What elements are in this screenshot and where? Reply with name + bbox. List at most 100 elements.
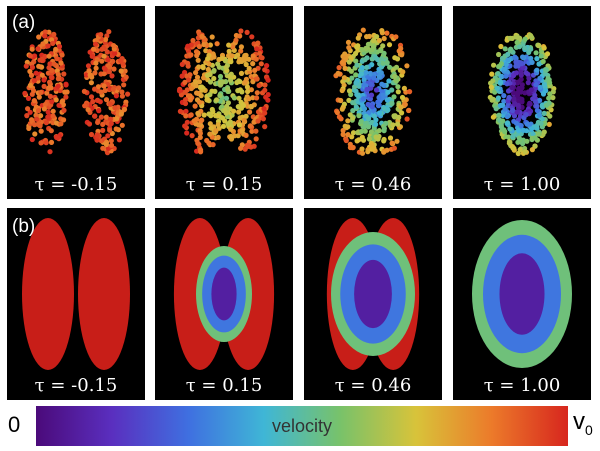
particle — [359, 65, 365, 71]
particle — [488, 84, 494, 90]
tau-label: τ = 0.15 — [185, 174, 263, 195]
particle — [364, 64, 370, 70]
particle — [182, 123, 188, 129]
particle — [197, 134, 203, 140]
particle — [547, 91, 553, 97]
particle — [505, 120, 511, 126]
particle — [204, 137, 210, 144]
particle — [536, 42, 542, 49]
particle — [88, 94, 95, 100]
particle — [386, 42, 393, 48]
particle — [106, 69, 112, 75]
particle — [93, 41, 99, 47]
particle — [40, 41, 46, 47]
particle — [58, 60, 64, 66]
continuum-plot — [22, 218, 130, 370]
particle — [339, 106, 345, 112]
particle — [363, 45, 369, 51]
particle — [514, 39, 520, 46]
particle — [387, 135, 394, 141]
particle — [361, 106, 368, 112]
particle — [237, 33, 243, 39]
particle — [262, 87, 268, 93]
particle — [393, 64, 400, 70]
particle — [237, 115, 243, 121]
particle — [38, 140, 44, 146]
particle — [220, 79, 226, 85]
particle — [220, 115, 226, 121]
particle — [92, 113, 98, 119]
particle — [353, 104, 359, 110]
particle — [353, 80, 359, 86]
particle — [262, 124, 268, 130]
particle — [215, 113, 221, 119]
particle — [56, 43, 63, 50]
particle — [532, 92, 538, 98]
particle — [404, 63, 410, 69]
particle — [502, 129, 508, 135]
particle — [341, 75, 347, 81]
particle — [119, 93, 125, 99]
particle — [262, 67, 268, 73]
particle — [265, 77, 271, 83]
particle — [177, 108, 183, 114]
particle — [543, 102, 549, 108]
particle — [83, 72, 90, 78]
particle — [254, 95, 260, 101]
particle — [338, 97, 344, 104]
particle — [31, 122, 38, 128]
particle — [244, 29, 250, 35]
particle — [264, 63, 270, 69]
particle — [235, 52, 241, 58]
particle — [536, 131, 542, 137]
particle — [504, 81, 510, 87]
particle — [350, 108, 356, 114]
particle — [237, 87, 243, 93]
particle — [100, 145, 106, 151]
particle — [106, 29, 112, 35]
particle — [242, 53, 248, 59]
particle — [192, 103, 198, 109]
particle — [355, 130, 361, 136]
particle — [240, 102, 246, 109]
particle — [233, 37, 239, 43]
colorbar-max-label: v0 — [573, 408, 593, 438]
particle — [261, 106, 267, 112]
particle — [496, 51, 502, 58]
colorbar: velocity — [36, 406, 568, 446]
row-label-a: (a) — [12, 12, 36, 33]
particle — [94, 137, 100, 143]
particle — [371, 75, 377, 81]
particle — [516, 128, 522, 134]
particle — [42, 33, 48, 39]
particle — [336, 65, 342, 71]
particle — [99, 58, 105, 64]
particle — [116, 137, 122, 143]
particle — [55, 71, 61, 77]
particle — [517, 147, 523, 153]
tau-label: τ = 0.46 — [334, 174, 412, 195]
particle — [489, 71, 495, 77]
particle — [55, 76, 62, 82]
particle — [376, 110, 383, 116]
particle — [538, 120, 544, 126]
particle — [188, 52, 194, 58]
particle — [190, 37, 196, 44]
particle — [340, 131, 346, 138]
particle — [527, 101, 533, 107]
particle — [205, 66, 211, 73]
particle — [246, 56, 252, 62]
particle — [101, 83, 107, 89]
particle — [505, 88, 512, 94]
particle — [111, 43, 117, 49]
particle — [336, 114, 342, 120]
particle — [345, 39, 352, 46]
particle — [550, 95, 556, 101]
particle — [369, 104, 375, 110]
particle — [512, 101, 518, 107]
particle — [390, 122, 396, 128]
particle — [499, 73, 505, 80]
particle — [393, 34, 399, 40]
particle — [200, 64, 206, 70]
particle — [227, 74, 233, 80]
